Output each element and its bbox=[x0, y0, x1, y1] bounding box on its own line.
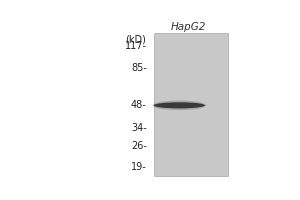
Text: 19-: 19- bbox=[131, 162, 147, 172]
Text: 26-: 26- bbox=[131, 141, 147, 151]
Ellipse shape bbox=[154, 102, 205, 108]
Bar bbox=[154, 33, 228, 176]
Text: 117-: 117- bbox=[125, 41, 147, 51]
Text: 48-: 48- bbox=[131, 100, 147, 110]
Ellipse shape bbox=[152, 101, 206, 110]
Text: 34-: 34- bbox=[131, 123, 147, 133]
Text: HapG2: HapG2 bbox=[171, 22, 206, 32]
Text: 85-: 85- bbox=[131, 63, 147, 73]
Text: (kD): (kD) bbox=[125, 34, 146, 44]
